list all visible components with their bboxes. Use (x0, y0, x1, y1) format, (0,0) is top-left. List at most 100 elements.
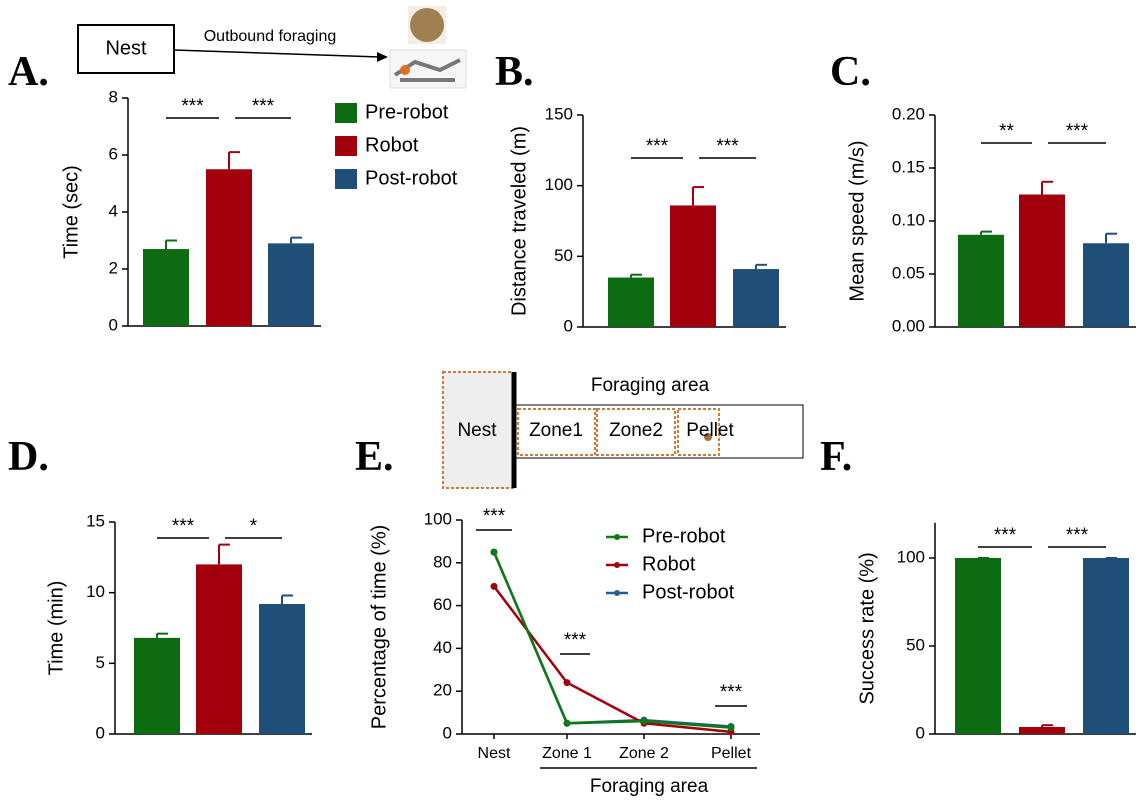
figure: Nest Outbound foraging Foraging area Nes… (0, 0, 1144, 802)
robot-part (400, 65, 410, 75)
y-tick-label: 100 (424, 509, 452, 528)
bar (268, 243, 314, 326)
y-tick-label: 20 (433, 681, 452, 700)
y-tick-label: 2 (109, 258, 118, 277)
significance: *** (646, 136, 669, 157)
significance: * (250, 516, 258, 537)
x-tick-label: Zone 1 (542, 745, 592, 762)
y-axis-label: Success rate (%) (856, 552, 878, 704)
series-line (494, 552, 731, 727)
y-tick-label: 5 (96, 653, 105, 672)
significance: *** (483, 506, 506, 527)
significance: *** (252, 96, 275, 117)
significance: ** (999, 121, 1014, 142)
y-tick-label: 100 (545, 175, 573, 194)
bar (134, 638, 180, 734)
y-tick-label: 0 (96, 723, 105, 742)
panel-label: F. (820, 434, 852, 480)
diagram-zone2: Zone2 (609, 420, 663, 441)
y-axis-label: Time (min) (45, 581, 67, 676)
significance: *** (1066, 525, 1089, 546)
panel-label: A. (8, 49, 49, 95)
y-tick-label: 0.00 (892, 316, 925, 335)
x-tick-label: Pellet (711, 745, 752, 762)
legend-marker (614, 562, 620, 568)
arrow (174, 50, 380, 57)
y-tick-label: 150 (545, 104, 573, 123)
panel-label: E. (355, 434, 394, 480)
y-tick-label: 0 (916, 723, 925, 742)
diagram-title: Foraging area (591, 375, 710, 396)
y-tick-label: 100 (897, 547, 925, 566)
x-tick-label: Nest (478, 745, 511, 762)
y-tick-label: 0.15 (892, 157, 925, 176)
y-tick-label: 80 (433, 552, 452, 571)
legend-label: Post-robot (365, 167, 458, 189)
bar (143, 249, 189, 326)
panel-label: C. (830, 49, 871, 95)
x-tick-label: Zone 2 (619, 745, 669, 762)
significance: *** (181, 96, 204, 117)
y-tick-label: 0 (109, 315, 118, 334)
diagram-nest: Nest (457, 420, 497, 441)
bar (206, 169, 252, 326)
bar (259, 604, 305, 734)
legend-marker (614, 590, 620, 596)
y-tick-label: 0.05 (892, 263, 925, 282)
point (491, 583, 498, 590)
y-tick-label: 0.10 (892, 210, 925, 229)
y-tick-label: 60 (433, 595, 452, 614)
panel-label: D. (8, 434, 49, 480)
point (728, 724, 735, 731)
bar (608, 278, 654, 327)
legend-label: Robot (365, 134, 419, 156)
series-line (494, 586, 731, 732)
legend-label: Pre-robot (642, 525, 726, 547)
y-tick-label: 10 (86, 582, 105, 601)
arrow-label: Outbound foraging (204, 28, 337, 45)
y-tick-label: 50 (554, 246, 573, 265)
panel-label: B. (495, 49, 534, 95)
series-line (494, 552, 731, 726)
bar (1019, 727, 1065, 734)
point (564, 679, 571, 686)
bar (733, 269, 779, 327)
legend-label: Pre-robot (365, 101, 449, 123)
bar (196, 564, 242, 734)
legend-label: Robot (642, 553, 696, 575)
bar (1083, 243, 1129, 327)
bar (670, 205, 716, 327)
y-axis-label: Percentage of time (%) (368, 525, 390, 730)
y-axis-label: Time (sec) (60, 165, 82, 259)
bar (1019, 195, 1065, 328)
y-tick-label: 0 (443, 723, 452, 742)
y-tick-label: 0 (564, 316, 573, 335)
significance: *** (1066, 121, 1089, 142)
diagram-pellet: Pellet (686, 420, 734, 441)
significance: *** (994, 525, 1017, 546)
bar (955, 558, 1001, 734)
y-tick-label: 6 (109, 144, 118, 163)
nest-label: Nest (105, 37, 147, 59)
significance: *** (564, 630, 587, 651)
pellet-icon (410, 8, 444, 42)
y-tick-label: 15 (86, 511, 105, 530)
bar (1083, 558, 1129, 734)
point (641, 718, 648, 725)
legend-label: Post-robot (642, 581, 735, 603)
bar (958, 235, 1004, 327)
legend-swatch (335, 103, 357, 123)
point (564, 720, 571, 727)
y-axis-label: Mean speed (m/s) (846, 140, 868, 301)
legend-marker (614, 534, 620, 540)
legend-swatch (335, 169, 357, 189)
y-axis-label: Distance traveled (m) (508, 126, 530, 316)
point (491, 549, 498, 556)
significance: *** (172, 516, 195, 537)
y-tick-label: 50 (906, 635, 925, 654)
y-tick-label: 4 (109, 201, 118, 220)
y-tick-label: 40 (433, 638, 452, 657)
significance: *** (720, 682, 743, 703)
y-tick-label: 8 (109, 87, 118, 106)
diagram-zone1: Zone1 (529, 420, 583, 441)
